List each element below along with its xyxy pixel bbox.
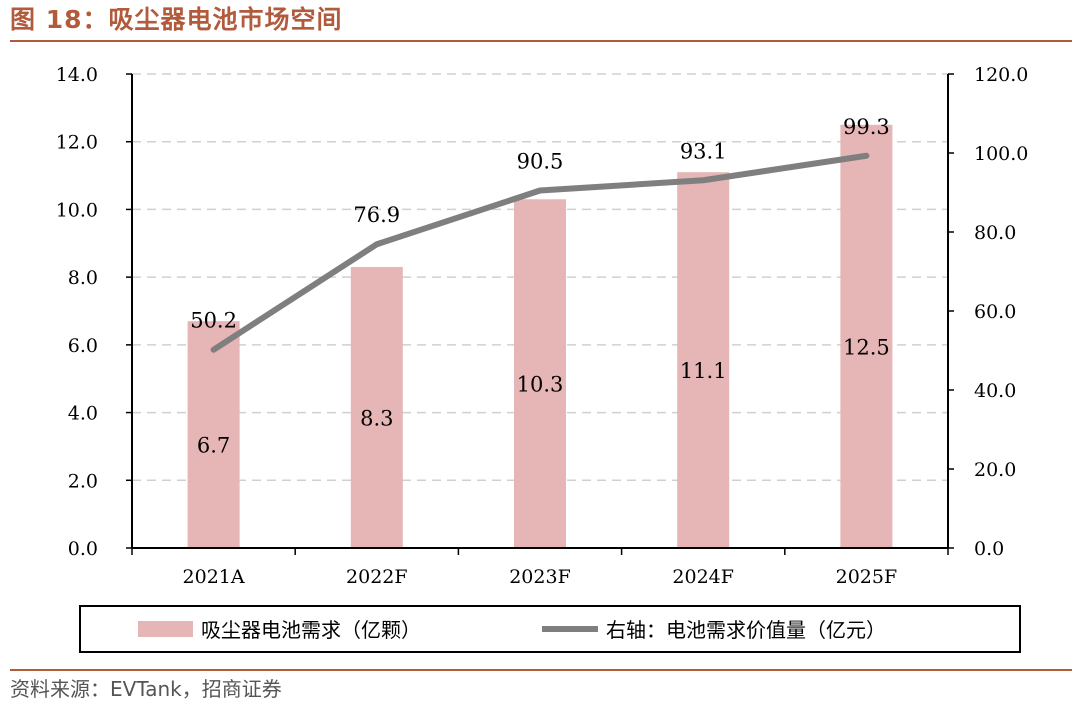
line-series (210, 152, 870, 353)
axes: 0.0 2.0 4.0 6.0 8.0 10.0 12.0 14.0 0.0 20.0 40.0 60… (56, 64, 1029, 588)
series-line (210, 152, 870, 353)
source-divider (10, 669, 1072, 671)
legend-label-line: 右轴：电池需求价值量（亿元） (606, 618, 886, 642)
bar-series (187, 124, 893, 549)
y-right-tick-label: 100.0 (974, 143, 1028, 165)
x-tick-label: 2025F (836, 566, 898, 588)
y-left-tick-label: 8.0 (68, 267, 98, 289)
line-value-label: 93.1 (680, 139, 727, 163)
y-left-tick-label: 10.0 (56, 199, 98, 221)
bar-value-label: 6.7 (197, 434, 230, 458)
y-right-tick-label: 0.0 (974, 538, 1004, 560)
bar (677, 172, 730, 548)
y-left-tick-label: 6.0 (68, 335, 98, 357)
x-tick-label: 2023F (509, 566, 571, 588)
y-left-tick-label: 12.0 (56, 132, 98, 154)
y-right-tick-label: 40.0 (974, 380, 1016, 402)
line-value-label: 90.5 (517, 150, 564, 174)
line-value-label: 99.3 (843, 115, 890, 139)
y-left-tick-label: 2.0 (68, 470, 98, 492)
legend-label-bar: 吸尘器电池需求（亿颗） (201, 618, 421, 642)
source-note: 资料来源：EVTank，招商证券 (10, 677, 282, 701)
title-divider (10, 40, 1072, 42)
bar (350, 266, 403, 548)
bar-value-label: 11.1 (680, 359, 727, 383)
x-tick-label: 2022F (346, 566, 408, 588)
legend-swatch-bar (138, 621, 193, 637)
legend: 吸尘器电池需求（亿颗） 右轴：电池需求价值量（亿元） (79, 605, 1021, 653)
data-labels: 6.7 8.3 10.3 11.1 12.5 50.2 76.9 90.5 93.1 99.3 (190, 115, 890, 458)
bar-value-label: 12.5 (843, 335, 890, 359)
y-left-tick-label: 4.0 (68, 403, 98, 425)
y-left-tick-label: 14.0 (56, 64, 98, 86)
bar (840, 124, 893, 549)
line-value-label: 50.2 (190, 309, 237, 333)
y-right-tick-label: 60.0 (974, 301, 1016, 323)
y-right-tick-label: 80.0 (974, 222, 1016, 244)
figure-title: 图 18：吸尘器电池市场空间 (10, 5, 343, 34)
x-tick-label: 2021A (183, 566, 245, 588)
gridlines (132, 73, 948, 482)
bar-value-label: 10.3 (517, 373, 564, 397)
bar (187, 321, 240, 548)
legend-frame (79, 605, 1021, 653)
bar-value-label: 8.3 (360, 406, 393, 430)
y-right-tick-label: 120.0 (974, 64, 1028, 86)
line-value-label: 76.9 (353, 203, 400, 227)
y-left-tick-label: 0.0 (68, 538, 98, 560)
x-tick-label: 2024F (672, 566, 734, 588)
bar (514, 199, 566, 548)
y-right-tick-label: 20.0 (974, 459, 1016, 481)
